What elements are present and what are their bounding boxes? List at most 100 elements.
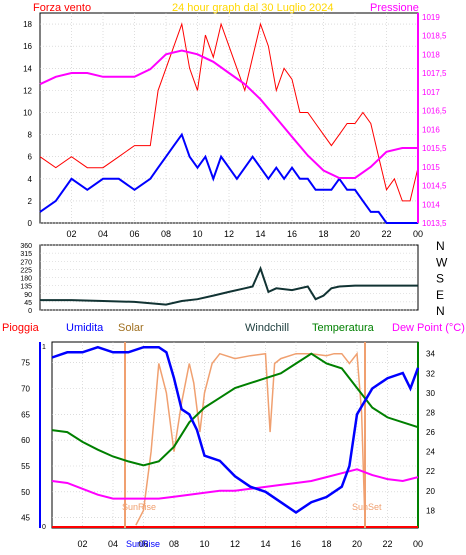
humidity-tick-label: 45 bbox=[21, 514, 30, 523]
humidity-tick-label: 75 bbox=[21, 359, 30, 368]
compass-label: S bbox=[436, 272, 444, 286]
direction-tick-label: 225 bbox=[20, 267, 32, 274]
rain-tick-label: 0 bbox=[42, 524, 46, 531]
time-tick-label: 20 bbox=[350, 229, 360, 239]
wind-label: Forza vento bbox=[33, 2, 91, 14]
wind-tick-label: 14 bbox=[23, 64, 32, 73]
pressure-tick-label: 1013,5 bbox=[422, 219, 447, 228]
sunrise-ghost-label: SunRise bbox=[122, 502, 156, 512]
pressure-tick-label: 1018,5 bbox=[422, 32, 447, 41]
rain-label: Pioggia bbox=[2, 322, 40, 334]
humidity-label: Umidita bbox=[66, 322, 104, 334]
wind-tick-label: 6 bbox=[28, 153, 33, 162]
direction-tick-label: 180 bbox=[20, 276, 32, 283]
wind-tick-label: 8 bbox=[28, 131, 33, 140]
compass-label: E bbox=[436, 288, 444, 302]
time-tick-label: 12 bbox=[224, 229, 234, 239]
compass-label: N bbox=[436, 304, 445, 318]
pressure-tick-label: 1015,5 bbox=[422, 144, 447, 153]
time-tick-label: 08 bbox=[161, 229, 171, 239]
time-tick-label: 10 bbox=[199, 539, 209, 549]
temperature-tick-label: 26 bbox=[426, 428, 435, 437]
time-tick-label: 06 bbox=[129, 229, 139, 239]
time-tick-label: 16 bbox=[287, 229, 297, 239]
wind-speed-line bbox=[39, 132, 418, 224]
humidity-tick-label: 60 bbox=[21, 436, 30, 445]
wind-gust-line bbox=[39, 22, 419, 202]
temperature-tick-label: 18 bbox=[426, 506, 435, 515]
temperature-label: Temperatura bbox=[312, 322, 375, 334]
dewpoint-label: Dew Point (°C) bbox=[392, 322, 465, 334]
time-tick-label: 00 bbox=[413, 229, 423, 239]
temperature-tick-label: 32 bbox=[426, 369, 435, 378]
temperature-tick-label: 22 bbox=[426, 467, 435, 476]
humidity-tick-label: 70 bbox=[21, 385, 30, 394]
pressure-tick-label: 1016 bbox=[422, 125, 440, 134]
chart-title: 24 hour graph dal 30 Luglio 2024 bbox=[172, 2, 333, 14]
humidity-line bbox=[51, 345, 420, 515]
solar-label: Solar bbox=[118, 322, 144, 334]
time-tick-label: 20 bbox=[352, 539, 362, 549]
time-tick-label: 04 bbox=[108, 539, 118, 549]
direction-tick-label: 135 bbox=[20, 284, 32, 291]
pressure-tick-label: 1015 bbox=[422, 163, 440, 172]
temperature-tick-label: 30 bbox=[426, 389, 435, 398]
direction-tick-label: 0 bbox=[28, 308, 32, 315]
time-tick-label: 14 bbox=[260, 539, 270, 549]
direction-tick-label: 90 bbox=[24, 292, 32, 299]
time-tick-label: 22 bbox=[381, 229, 391, 239]
time-tick-label: 18 bbox=[321, 539, 331, 549]
time-tick-label: 02 bbox=[77, 539, 87, 549]
humidity-tick-label: 55 bbox=[21, 462, 30, 471]
temperature-tick-label: 20 bbox=[426, 487, 435, 496]
temperature-line bbox=[51, 352, 419, 467]
direction-tick-label: 360 bbox=[20, 243, 32, 250]
direction-tick-label: 45 bbox=[24, 300, 32, 307]
pressure-tick-label: 1019 bbox=[422, 13, 440, 22]
wind-tick-label: 2 bbox=[28, 197, 33, 206]
solar-line bbox=[135, 351, 366, 526]
pressure-tick-label: 1017 bbox=[422, 88, 440, 97]
time-tick-label: 16 bbox=[291, 539, 301, 549]
humidity-tick-label: 50 bbox=[21, 488, 30, 497]
direction-tick-label: 315 bbox=[20, 251, 32, 258]
wind-tick-label: 4 bbox=[28, 175, 33, 184]
wind-tick-label: 0 bbox=[28, 219, 33, 228]
windchill-label: Windchill bbox=[245, 322, 289, 334]
wind-tick-label: 10 bbox=[23, 108, 32, 117]
pressure-tick-label: 1016,5 bbox=[422, 107, 447, 116]
time-tick-label: 00 bbox=[413, 539, 423, 549]
sunrise-label: SunRise bbox=[126, 539, 160, 549]
time-tick-label: 02 bbox=[66, 229, 76, 239]
time-tick-label: 08 bbox=[169, 539, 179, 549]
humidity-tick-label: 65 bbox=[21, 410, 30, 419]
compass-label: N bbox=[436, 239, 445, 253]
time-tick-label: 06 bbox=[138, 539, 148, 549]
time-tick-label: 10 bbox=[192, 229, 202, 239]
time-tick-label: 12 bbox=[230, 539, 240, 549]
pressure-tick-label: 1017,5 bbox=[422, 69, 447, 78]
compass-label: W bbox=[436, 255, 448, 269]
temperature-tick-label: 34 bbox=[426, 350, 435, 359]
pressure-tick-label: 1018 bbox=[422, 50, 440, 59]
direction-tick-label: 270 bbox=[20, 259, 32, 266]
time-tick-label: 04 bbox=[98, 229, 108, 239]
temperature-tick-label: 24 bbox=[426, 448, 435, 457]
time-tick-label: 22 bbox=[382, 539, 392, 549]
pressure-label: Pressione bbox=[370, 2, 419, 14]
pressure-tick-label: 1014 bbox=[422, 200, 440, 209]
wind-tick-label: 12 bbox=[23, 86, 32, 95]
rain-tick-label: 1 bbox=[42, 344, 46, 351]
wind-tick-label: 16 bbox=[23, 42, 32, 51]
dewpoint-line bbox=[51, 468, 419, 500]
wind-tick-label: 18 bbox=[23, 20, 32, 29]
temperature-tick-label: 28 bbox=[426, 408, 435, 417]
pressure-line bbox=[39, 49, 418, 179]
sunset-label: SunSet bbox=[352, 502, 382, 512]
time-tick-label: 14 bbox=[255, 229, 265, 239]
time-tick-label: 18 bbox=[318, 229, 328, 239]
pressure-tick-label: 1014,5 bbox=[422, 182, 447, 191]
wind-direction-line bbox=[40, 265, 418, 306]
